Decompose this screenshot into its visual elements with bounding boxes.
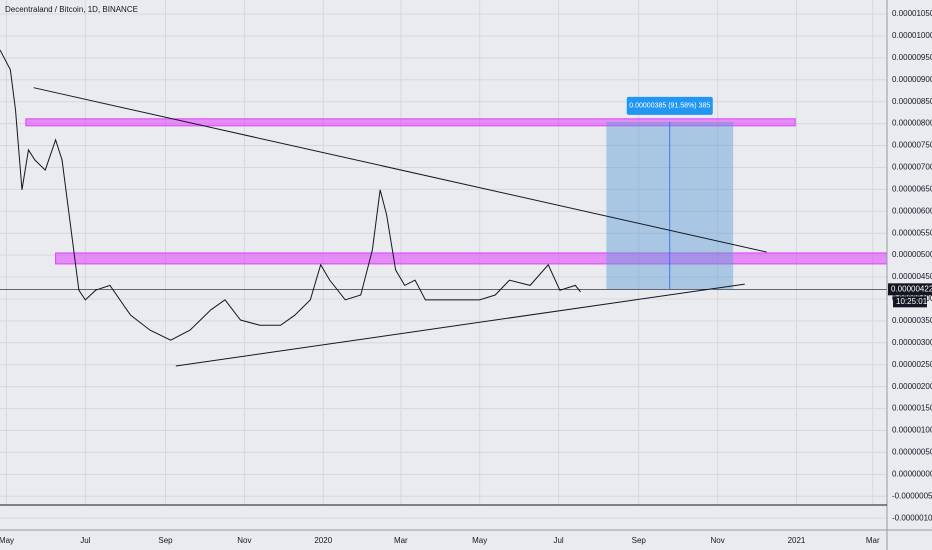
y-tick-label: 0.00000650 [892,184,932,193]
x-tick-label: Mar [866,536,880,545]
zone [55,252,888,265]
y-tick-label: 0.00000550 [892,228,932,237]
trendline [33,87,767,253]
y-tick-label: 0.00000700 [892,163,932,172]
x-tick-label: Nov [237,536,251,545]
y-tick-label: 0.00000000 [892,469,932,478]
y-tick-label: 0.00000250 [892,360,932,369]
y-tick-label: 0.00000800 [892,119,932,128]
chart-title: Decentraland / Bitcoin, 1D, BINANCE [5,5,138,14]
last-price-label: 0.00000422 [891,284,932,293]
x-tick-label: Sep [158,536,173,545]
x-tick-label: Jul [553,536,563,545]
y-tick-label: 0.00000300 [892,338,932,347]
x-tick-label: May [0,536,14,545]
x-tick-label: Mar [394,536,408,545]
y-tick-label: 0.00000850 [892,97,932,106]
y-tick-label: 0.00000050 [892,448,932,457]
x-tick-label: Nov [710,536,724,545]
position-label-box [626,96,713,115]
countdown-tag [893,296,927,308]
countdown-label: 10:25:01 [896,297,928,306]
y-tick-label: -0.00000050 [892,491,932,500]
position-label: 0.00000385 (91.58%) 385 [629,103,710,110]
last-price-tag [888,283,932,296]
x-tick-label: May [472,536,487,545]
y-tick-label: 0.00000500 [892,250,932,259]
x-tick-label: Jul [80,536,90,545]
y-tick-label: 0.00000450 [892,272,932,281]
plot-area: 0.00000385 (91.58%) 385 [0,0,888,519]
x-tick-label: Sep [632,536,647,545]
y-tick-label: 0.00000150 [892,404,932,413]
y-tick-label: 0.00001050 [892,9,932,18]
y-tick-label: 0.00000750 [892,141,932,150]
y-tick-label: 0.00000200 [892,382,932,391]
y-tick-label: 0.00000950 [892,53,932,62]
y-tick-label: 0.00000600 [892,206,932,215]
y-tick-label: 0.00000900 [892,75,932,84]
trendline [175,283,745,367]
zone [25,118,796,127]
x-tick-label: 2021 [788,536,806,545]
y-tick-label: -0.00000100 [892,513,932,522]
y-tick-label: 0.00000100 [892,426,932,435]
x-tick-label: 2020 [314,536,332,545]
y-tick-label: 0.00001000 [892,31,932,40]
price-line [0,49,581,341]
y-tick-label: 0.00000350 [892,316,932,325]
